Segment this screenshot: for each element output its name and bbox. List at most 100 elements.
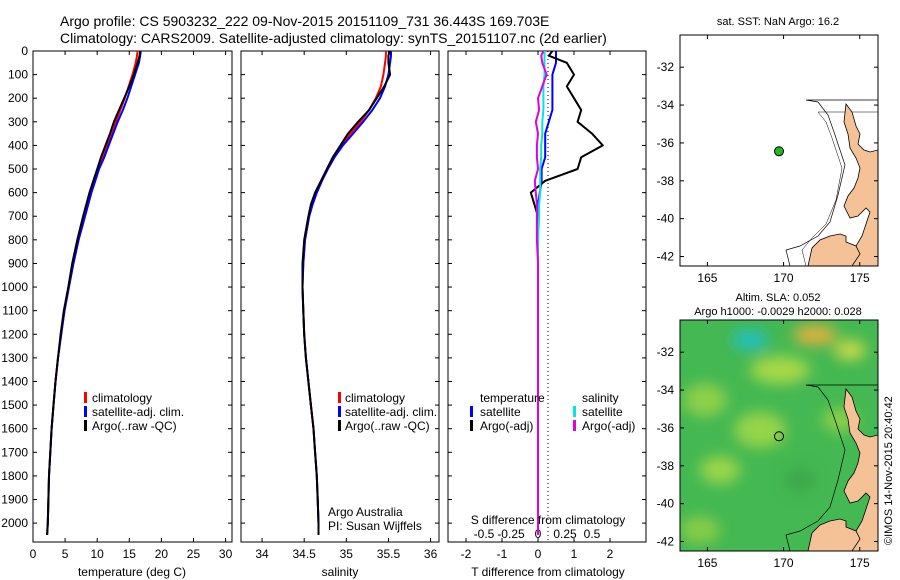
temperature-legend: climatology satellite-adj. clim. Argo(..… (84, 391, 184, 433)
temperature-x-axis: 0 5 10 15 20 25 30 (30, 51, 233, 561)
salinity-profile-lines (301, 50, 392, 535)
legend-swatch-argo (338, 420, 341, 431)
depth-tick-label: 1200 (1, 327, 28, 341)
x-tick-label: 35 (340, 547, 354, 561)
sla-map-title-line2: Argo h1000: -0.0029 h2000: 0.028 (694, 306, 862, 318)
series-line (537, 51, 557, 535)
legend-label-argo: Argo(..raw -QC) (345, 419, 430, 433)
map-x-tick-label: 170 (774, 271, 794, 285)
legend-swatch-s-satellite (573, 406, 576, 417)
depth-tick-label: 300 (8, 115, 28, 129)
figure-title-line1: Argo profile: CS 5903232_222 09-Nov-2015… (60, 13, 549, 29)
bathymetry-contour-inner (801, 111, 878, 266)
depth-tick-label: 500 (8, 162, 28, 176)
legend-label-climatology: climatology (345, 391, 405, 405)
panel-depth-ticks (33, 50, 646, 524)
new-zealand-south-island (807, 233, 861, 266)
depth-tick-label: 200 (8, 91, 28, 105)
map-x-tick-label: 165 (697, 556, 717, 570)
institution-note: Argo Australia (328, 505, 403, 519)
bathymetry-contour (785, 384, 878, 551)
map-y-tick-label: -34 (657, 98, 675, 112)
map-y-tick-label: -32 (657, 60, 675, 74)
map-y-tick-label: -40 (657, 497, 675, 511)
map-y-tick-label: -40 (657, 212, 675, 226)
depth-tick-label: 800 (8, 233, 28, 247)
depth-tick-label: 600 (8, 186, 28, 200)
legend-swatch-t-argo (470, 420, 473, 431)
map-x-tick-label: 165 (697, 271, 717, 285)
series-line (46, 50, 139, 535)
map-y-tick-label: -34 (657, 383, 675, 397)
legend-swatch-argo (84, 420, 87, 431)
x-tick-label: 15 (123, 547, 137, 561)
depth-tick-label: 1500 (1, 398, 28, 412)
x-tick-label: 34.5 (293, 547, 317, 561)
depth-tick-label: 400 (8, 138, 28, 152)
x-tick-label-salinity: 0.25 (553, 527, 577, 541)
legend-swatch-t-satellite (470, 406, 473, 417)
x-tick-label: 36 (424, 547, 438, 561)
float-position-marker (774, 431, 784, 442)
depth-axis: 0 100 200 300 400 500 600 700 800 900 1000 1100 1200… (1, 44, 28, 530)
sla-map-title-line1: Altim. SLA: 0.052 (736, 292, 821, 304)
map-y-tick-label: -38 (657, 174, 675, 188)
x-tick-label: -1 (497, 547, 508, 561)
legend-swatch-climatology (338, 392, 341, 403)
temperature-x-label: temperature (deg C) (78, 565, 186, 579)
x-tick-label-salinity: -0.5 (474, 527, 495, 541)
float-position-marker (774, 146, 784, 157)
map-x-tick-label: 175 (850, 271, 870, 285)
map-y-tick-label: -36 (657, 421, 675, 435)
legend-label-satellite: satellite-adj. clim. (345, 405, 437, 419)
difference-x-label: T difference from climatology (471, 565, 625, 579)
pi-note: PI: Susan Wijffels (328, 519, 422, 533)
depth-tick-label: 1400 (1, 374, 28, 388)
new-zealand-south-island (807, 518, 861, 551)
legend-title-temperature: temperature (480, 391, 545, 405)
map-y-tick-label: -42 (657, 535, 675, 549)
map-y-tick-label: -42 (657, 250, 675, 264)
difference-profile-lines (529, 50, 604, 535)
series-line (301, 50, 392, 535)
series-line (46, 50, 142, 535)
map-x-tick-label: 175 (850, 556, 870, 570)
x-tick-label: 30 (219, 547, 233, 561)
salinity-panel-frame (240, 50, 440, 543)
depth-tick-label: 2000 (1, 516, 28, 530)
x-tick-label: 5 (62, 547, 69, 561)
sla-map-axes: 165 170 175 -32 -34 -36 -38 -40 -42 (657, 320, 878, 570)
temperature-profile-lines (46, 50, 142, 535)
series-line (533, 50, 548, 535)
sla-map-frame (679, 319, 879, 552)
map-y-tick-label: -36 (657, 136, 675, 150)
x-tick-label: 2 (607, 547, 614, 561)
depth-tick-label: 1900 (1, 493, 28, 507)
x-tick-label: 20 (155, 547, 169, 561)
depth-tick-label: 700 (8, 209, 28, 223)
figure-title-line2: Climatology: CARS2009. Satellite-adjuste… (60, 30, 607, 46)
map-y-tick-label: -38 (657, 459, 675, 473)
x-tick-label: -2 (461, 547, 472, 561)
map-y-tick-label: -32 (657, 345, 675, 359)
depth-tick-label: 1100 (2, 304, 28, 318)
legend-label-climatology: climatology (92, 391, 152, 405)
legend-label-argo: Argo(..raw -QC) (92, 419, 177, 433)
depth-tick-label: 1600 (1, 422, 28, 436)
depth-tick-label: 1700 (1, 445, 28, 459)
sst-map-axes: 165 170 175 -32 -34 -36 -38 -40 -42 (657, 35, 878, 285)
legend-label-s-argo: Argo(-adj) (582, 419, 635, 433)
x-tick-label-salinity: -0.25 (497, 527, 525, 541)
difference-x-axis: -2 -1 0 1 2-0.5 -0.25 0 0.25 0.5 (461, 51, 614, 561)
depth-tick-label: 900 (8, 256, 28, 270)
new-zealand-north-island (843, 387, 878, 551)
legend-label-satellite: satellite-adj. clim. (92, 405, 184, 419)
salinity-x-axis: 34 34.5 35 35.5 36 (255, 51, 438, 561)
legend-label-s-satellite: satellite (582, 405, 623, 419)
imos-timestamp-watermark: ©IMOS 14-Nov-2015 20:40:42 (883, 396, 895, 545)
x-tick-label: 10 (91, 547, 105, 561)
legend-swatch-s-argo (573, 420, 576, 431)
x-tick-label: 0 (30, 547, 37, 561)
temperature-panel-frame (32, 50, 233, 543)
